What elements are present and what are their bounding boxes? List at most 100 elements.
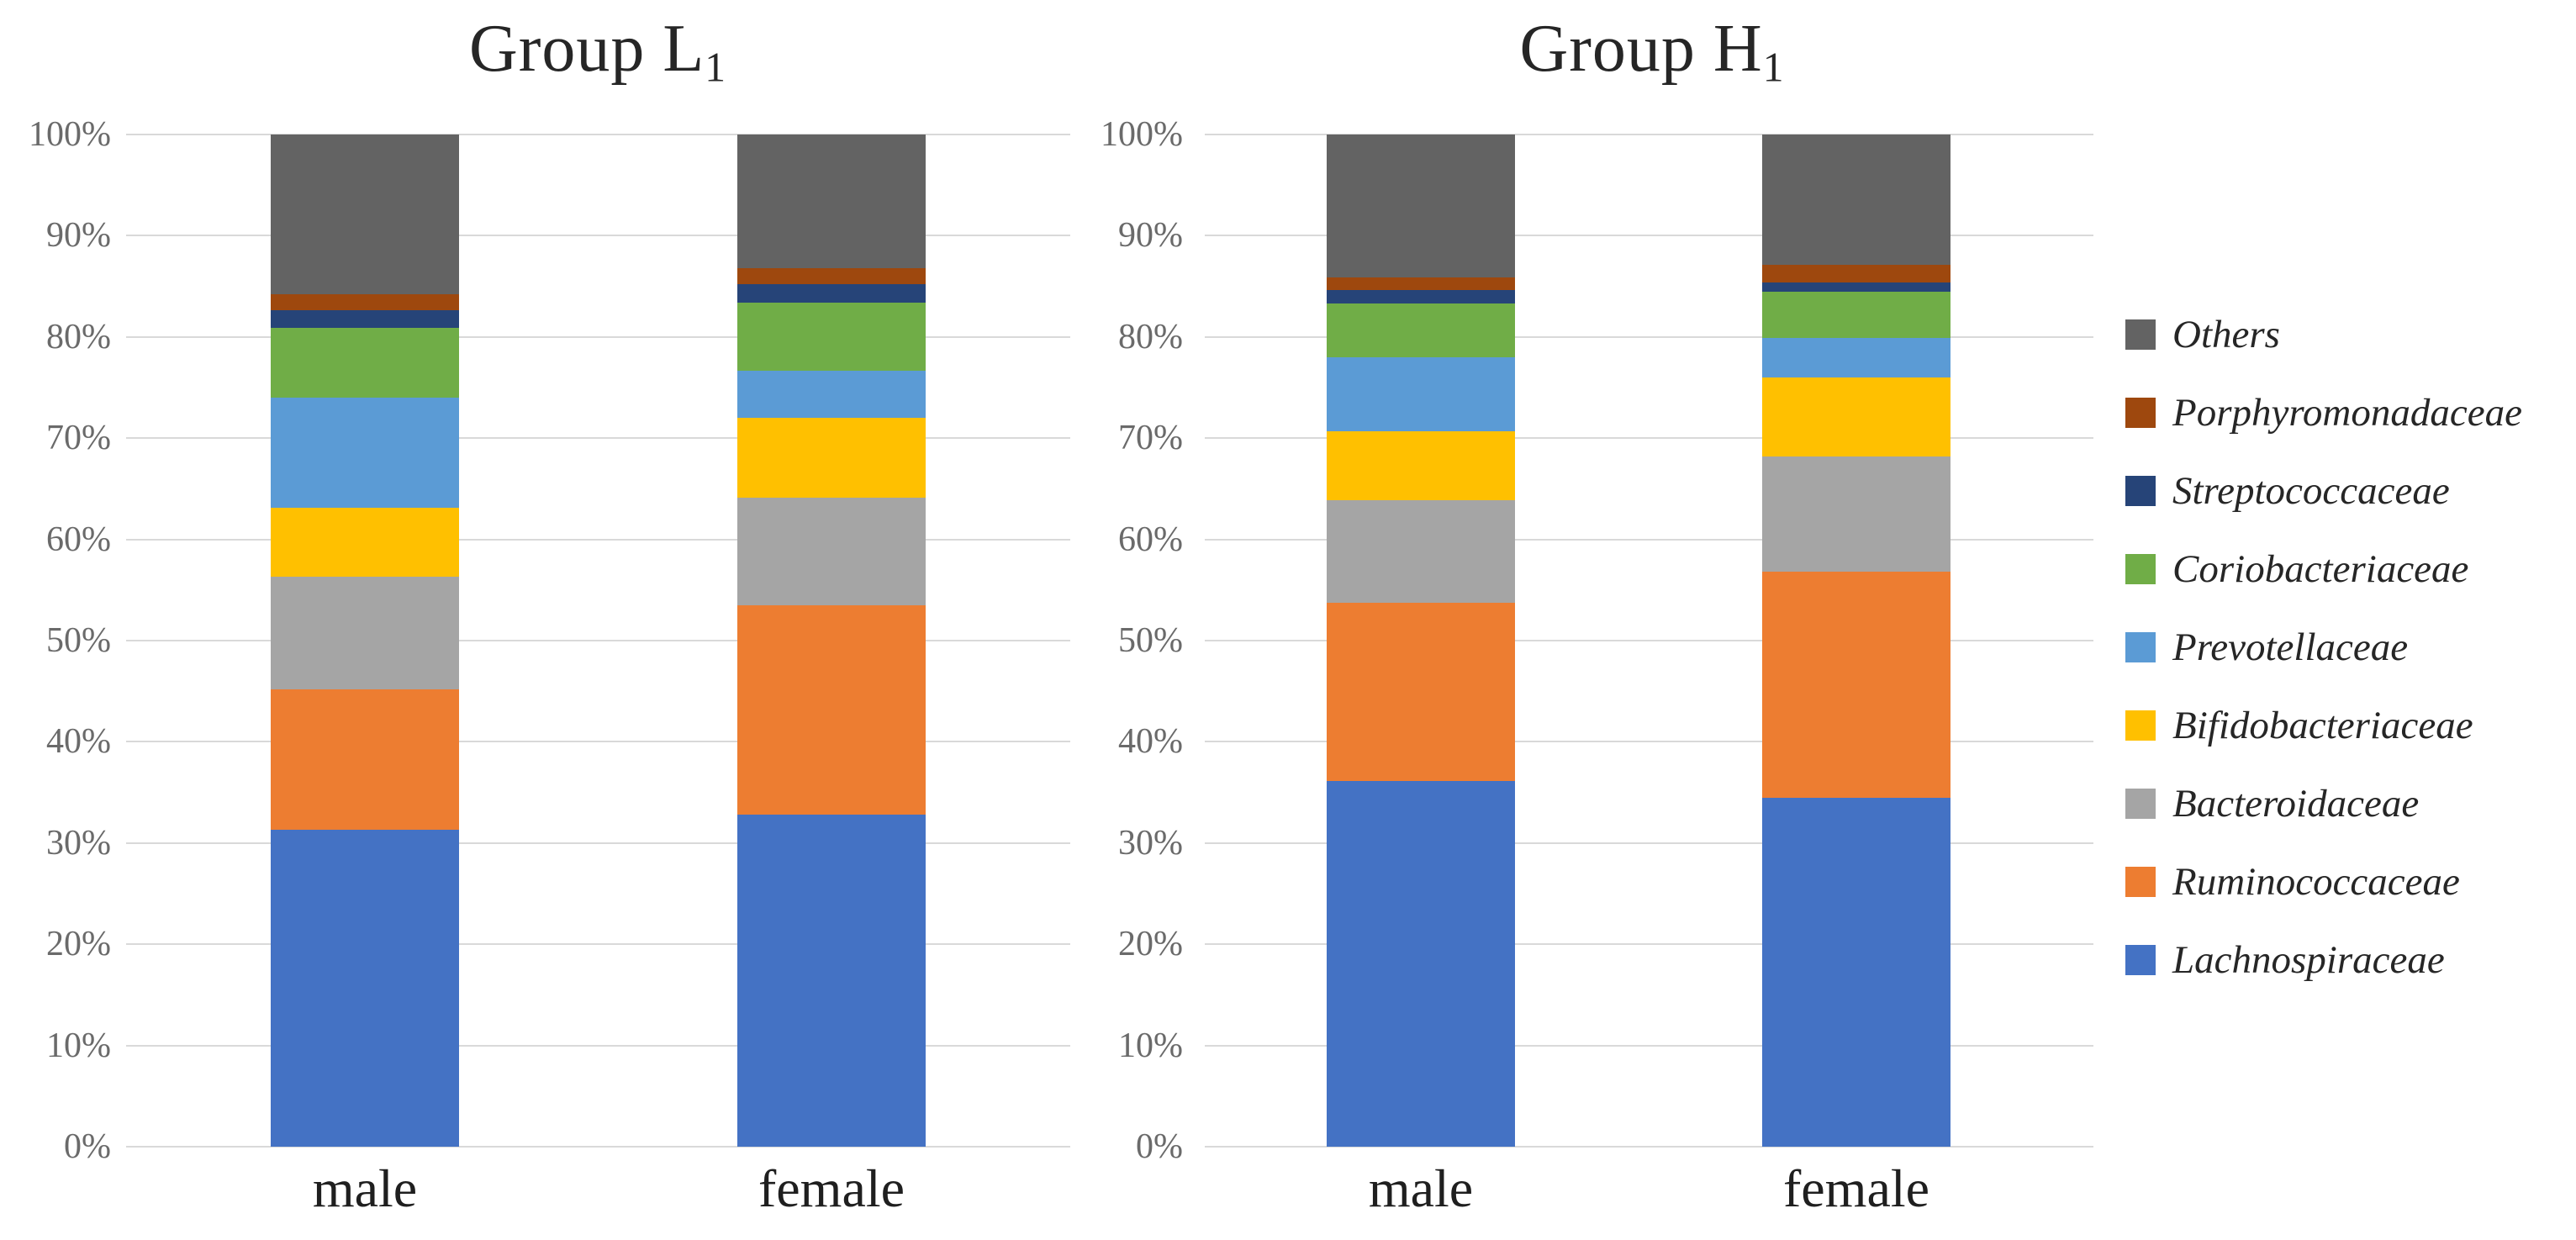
bar-segment-lachnospiraceae-female: [1762, 797, 1950, 1147]
legend-swatch-icon: [2125, 945, 2156, 975]
bar-segment-bifidobacteriaceae-male: [271, 508, 459, 578]
y-axis-tick-label: 0%: [1136, 1127, 1183, 1166]
y-axis-tick-label: 50%: [46, 621, 111, 660]
y-axis-tick-label: 60%: [1118, 520, 1183, 559]
y-axis-tick-label: 40%: [46, 722, 111, 762]
bar-segment-coriobacteriaceae-female: [737, 302, 926, 371]
gridline-100%: [126, 134, 1070, 135]
chart-title-group-l1: Group L1: [236, 12, 959, 91]
gridline-60%: [1205, 538, 2093, 541]
category-label-male: male: [312, 1158, 418, 1218]
y-axis-tick-label: 30%: [46, 823, 111, 863]
bar-segment-bacteroidaceae-male: [1327, 499, 1515, 604]
chart-title-main: Group L: [468, 12, 705, 86]
y-axis-tick-label: 80%: [1118, 317, 1183, 356]
bar-segment-bifidobacteriaceae-male: [1327, 430, 1515, 500]
gridline-30%: [126, 842, 1070, 844]
gridline-50%: [126, 640, 1070, 641]
gridline-60%: [126, 538, 1070, 541]
bar-segment-lachnospiraceae-female: [737, 815, 926, 1147]
bar-segment-bacteroidaceae-female: [1762, 456, 1950, 573]
legend-item-label: Coriobacteriaceae: [2172, 546, 2469, 591]
chart-title-group-h1: Group H1: [1291, 12, 2014, 91]
bar-segment-prevotellaceae-male: [271, 398, 459, 509]
legend-swatch-icon: [2125, 554, 2156, 584]
legend-item-label: Bacteroidaceae: [2172, 781, 2420, 826]
bar-segment-porphyromonadaceae-male: [271, 294, 459, 311]
gridline-80%: [126, 335, 1070, 338]
category-label-female: female: [757, 1158, 905, 1218]
gridline-40%: [1205, 741, 2093, 743]
bar-segment-others-male: [1327, 135, 1515, 277]
y-axis-tick-label: 0%: [64, 1127, 111, 1166]
bar-segment-bifidobacteriaceae-female: [737, 418, 926, 499]
y-axis-tick-label: 70%: [46, 419, 111, 458]
bar-segment-prevotellaceae-male: [1327, 356, 1515, 431]
y-axis-tick-label: 100%: [29, 115, 111, 154]
legend-item-label: Lachnospiraceae: [2172, 937, 2445, 982]
y-axis-tick-label: 10%: [1118, 1026, 1183, 1065]
category-label-female: female: [1782, 1158, 1930, 1218]
bar-segment-prevotellaceae-female: [1762, 338, 1950, 377]
bar-segment-lachnospiraceae-male: [271, 830, 459, 1147]
bar-segment-streptococcaceae-female: [1762, 282, 1950, 292]
legend-item-porphyromonadaceae: Porphyromonadaceae: [2125, 391, 2522, 435]
bar-segment-ruminococcaceae-female: [1762, 572, 1950, 798]
y-axis-tick-label: 20%: [46, 925, 111, 964]
chart-title-subscript: 1: [705, 44, 727, 91]
legend-item-prevotellaceae: Prevotellaceae: [2125, 625, 2408, 669]
legend-swatch-icon: [2125, 632, 2156, 662]
legend-swatch-icon: [2125, 319, 2156, 350]
bar-segment-ruminococcaceae-male: [271, 689, 459, 831]
bar-segment-others-male: [271, 135, 459, 295]
gridline-90%: [1205, 235, 2093, 237]
legend-item-others: Others: [2125, 313, 2280, 356]
category-label-male: male: [1368, 1158, 1474, 1218]
gridline-30%: [1205, 842, 2093, 844]
bar-segment-ruminococcaceae-female: [737, 604, 926, 815]
legend-swatch-icon: [2125, 398, 2156, 428]
chart-title-subscript: 1: [1762, 44, 1785, 91]
bar-segment-bacteroidaceae-male: [271, 577, 459, 689]
legend-item-label: Streptococcaceae: [2172, 468, 2450, 513]
bar-segment-streptococcaceae-male: [1327, 290, 1515, 304]
legend-swatch-icon: [2125, 476, 2156, 506]
gridline-70%: [1205, 437, 2093, 440]
bar-segment-lachnospiraceae-male: [1327, 781, 1515, 1147]
gridline-20%: [1205, 943, 2093, 946]
gridline-40%: [126, 741, 1070, 743]
legend-item-lachnospiraceae: Lachnospiraceae: [2125, 938, 2445, 982]
bar-segment-bacteroidaceae-female: [737, 498, 926, 605]
y-axis-tick-label: 100%: [1101, 115, 1183, 154]
gridline-70%: [126, 437, 1070, 440]
legend-item-label: Ruminococcaceae: [2172, 859, 2460, 904]
legend-item-label: Prevotellaceae: [2172, 625, 2409, 669]
legend-swatch-icon: [2125, 710, 2156, 741]
bar-segment-coriobacteriaceae-female: [1762, 291, 1950, 338]
gridline-100%: [1205, 134, 2093, 135]
bar-segment-porphyromonadaceae-male: [1327, 277, 1515, 291]
chart-title-main: Group H: [1519, 12, 1763, 86]
bar-segment-porphyromonadaceae-female: [737, 267, 926, 285]
bar-segment-porphyromonadaceae-female: [1762, 265, 1950, 282]
y-axis-tick-label: 70%: [1118, 419, 1183, 458]
y-axis-tick-label: 90%: [46, 216, 111, 256]
y-axis-tick-label: 30%: [1118, 823, 1183, 863]
legend-swatch-icon: [2125, 867, 2156, 897]
legend-item-coriobacteriaceae: Coriobacteriaceae: [2125, 547, 2468, 591]
gridline-10%: [126, 1044, 1070, 1047]
legend-item-streptococcaceae: Streptococcaceae: [2125, 469, 2450, 513]
bar-segment-bifidobacteriaceae-female: [1762, 377, 1950, 456]
gridline-80%: [1205, 335, 2093, 338]
legend-item-bacteroidaceae: Bacteroidaceae: [2125, 782, 2419, 826]
y-axis-tick-label: 40%: [1118, 722, 1183, 762]
gridline-10%: [1205, 1044, 2093, 1047]
bar-segment-others-female: [737, 135, 926, 268]
bar-segment-ruminococcaceae-male: [1327, 603, 1515, 782]
y-axis-tick-label: 60%: [46, 520, 111, 559]
gridline-50%: [1205, 640, 2093, 641]
bar-segment-streptococcaceae-female: [737, 284, 926, 303]
y-axis-tick-label: 20%: [1118, 925, 1183, 964]
bar-segment-prevotellaceae-female: [737, 370, 926, 419]
